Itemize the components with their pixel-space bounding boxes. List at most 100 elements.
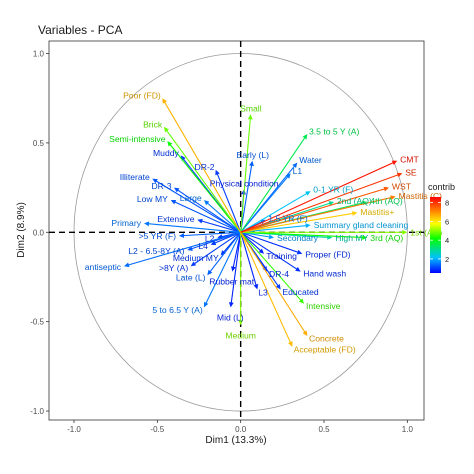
label-large: Large bbox=[180, 193, 202, 203]
arrow-mid-l bbox=[228, 232, 242, 308]
label-dr-4: DR-4 bbox=[269, 269, 289, 279]
x-tick-label: 0.5 bbox=[318, 425, 330, 434]
arrow-shaft bbox=[240, 232, 257, 286]
label-muddy: Muddy bbox=[153, 148, 179, 158]
legend-title: contrib bbox=[428, 182, 455, 192]
label-5-yr-f: >5 YR (F) bbox=[139, 231, 176, 241]
arrow-head bbox=[402, 229, 408, 235]
arrow-shaft bbox=[240, 232, 292, 344]
arrow-head bbox=[170, 200, 177, 205]
label-l2-6-5-8y-a: L2 - 6.5-8Y (A) bbox=[128, 246, 184, 256]
label-l2: L2 bbox=[205, 233, 215, 243]
arrow-head bbox=[187, 246, 193, 251]
arrow-head bbox=[292, 162, 298, 168]
chart-title: Variables - PCA bbox=[38, 23, 122, 37]
arrow-wst bbox=[240, 186, 389, 233]
legend-colorbar bbox=[430, 197, 441, 273]
y-tick-label: 1.0 bbox=[33, 50, 45, 59]
label-training: Training bbox=[266, 251, 297, 261]
label-summary-gland-cleaning: Summary gland cleaning bbox=[314, 220, 409, 230]
arrow-head bbox=[179, 233, 185, 238]
label-intensive: Intensive bbox=[306, 301, 341, 311]
arrow-head bbox=[302, 330, 308, 336]
arrow-shaft bbox=[240, 231, 302, 302]
arrow-shaft bbox=[155, 180, 241, 233]
arrow-head bbox=[258, 248, 264, 254]
y-axis-title: Dim2 (8.9%) bbox=[16, 202, 27, 258]
arrow-proper-fd bbox=[240, 231, 303, 255]
arrow-head bbox=[268, 234, 274, 240]
label-illiterate: Illiterate bbox=[120, 172, 150, 182]
arrow-head bbox=[164, 126, 169, 133]
x-axis-title: Dim1 (13.3%) bbox=[205, 435, 266, 446]
arrow-early-l bbox=[240, 160, 254, 233]
label-poor-fd: Poor (FD) bbox=[123, 91, 161, 101]
arrow-shaft bbox=[240, 224, 307, 233]
arrow-3rd-aq bbox=[240, 231, 368, 240]
arrow-shaft bbox=[240, 231, 298, 270]
arrow-shaft bbox=[240, 161, 394, 233]
arrow-head bbox=[152, 178, 158, 184]
label-extensive: Extensive bbox=[157, 214, 194, 224]
arrow-cmt bbox=[240, 160, 398, 233]
label-mastitis-c: Mastitis (C) bbox=[399, 191, 443, 201]
arrow-head bbox=[249, 160, 254, 167]
label-wst: WST bbox=[392, 182, 412, 192]
x-tick-label: -0.5 bbox=[150, 425, 164, 434]
arrow-rubber-mat bbox=[231, 232, 242, 272]
arrow-shaft bbox=[209, 231, 242, 273]
arrow-8y-a bbox=[190, 231, 241, 267]
arrow-5-to-6-5-y-a bbox=[204, 232, 242, 308]
label-mid-l: Mid (L) bbox=[217, 312, 244, 322]
label-l4: L4 bbox=[198, 241, 208, 251]
arrow-shaft bbox=[216, 173, 242, 233]
arrow-head bbox=[144, 221, 150, 227]
arrow-small bbox=[240, 114, 253, 233]
arrow-shaft bbox=[174, 201, 241, 233]
label-3rd-aq: 3rd (AQ) bbox=[370, 233, 403, 243]
label-rubber-mat: Rubber mat bbox=[209, 277, 255, 287]
label-water: Water bbox=[299, 155, 322, 165]
arrow-head bbox=[253, 284, 259, 290]
arrow-shaft bbox=[127, 231, 241, 266]
arrow-shaft bbox=[240, 231, 306, 333]
arrow-head bbox=[383, 186, 389, 192]
arrow-head bbox=[210, 240, 217, 246]
legend-tick-label: 4 bbox=[445, 236, 449, 245]
label-8y-a: >8Y (A) bbox=[159, 263, 188, 273]
arrow-head bbox=[204, 200, 210, 206]
legend-tick-label: 6 bbox=[445, 217, 449, 226]
arrow-head bbox=[174, 187, 180, 193]
arrow-shaft bbox=[169, 143, 242, 233]
legend-ticks: 2 4 6 8 bbox=[430, 199, 449, 264]
arrow-head bbox=[275, 284, 281, 290]
arrow-concrete bbox=[240, 231, 308, 336]
legend-tick-label: 2 bbox=[445, 255, 449, 264]
arrow-shaft bbox=[240, 196, 392, 233]
arrow-head bbox=[167, 141, 173, 147]
arrow-illiterate bbox=[152, 178, 241, 233]
arrow-shaft bbox=[240, 164, 253, 233]
arrow-brick bbox=[164, 126, 242, 233]
arrow-head bbox=[215, 169, 220, 176]
arrow-l1 bbox=[240, 173, 291, 233]
x-tick-label: 1.0 bbox=[402, 425, 414, 434]
label-0-1-yr-f: 0-1 YR (F) bbox=[313, 185, 353, 195]
label-antiseptic: antiseptic bbox=[85, 262, 122, 272]
arrow-shaft bbox=[240, 136, 306, 233]
label-secondary: Secondary bbox=[277, 233, 319, 243]
arrow-se bbox=[240, 172, 403, 233]
label-medium-my: Medium MY bbox=[173, 253, 219, 263]
label-proper-fd: Proper (FD) bbox=[305, 250, 350, 260]
arrow-shaft bbox=[240, 192, 308, 233]
arrow-head bbox=[238, 320, 244, 326]
arrow-1st-aq bbox=[240, 229, 408, 235]
arrow-shaft bbox=[201, 220, 241, 233]
arrow-low-my bbox=[170, 200, 241, 233]
arrow-head bbox=[262, 266, 268, 272]
arrow-shaft bbox=[240, 188, 386, 233]
label-physical-condition: Physical condition bbox=[210, 178, 279, 188]
label-low-my: Low MY bbox=[137, 194, 168, 204]
arrow-shaft bbox=[240, 212, 354, 233]
arrow-hand-wash bbox=[240, 231, 301, 272]
